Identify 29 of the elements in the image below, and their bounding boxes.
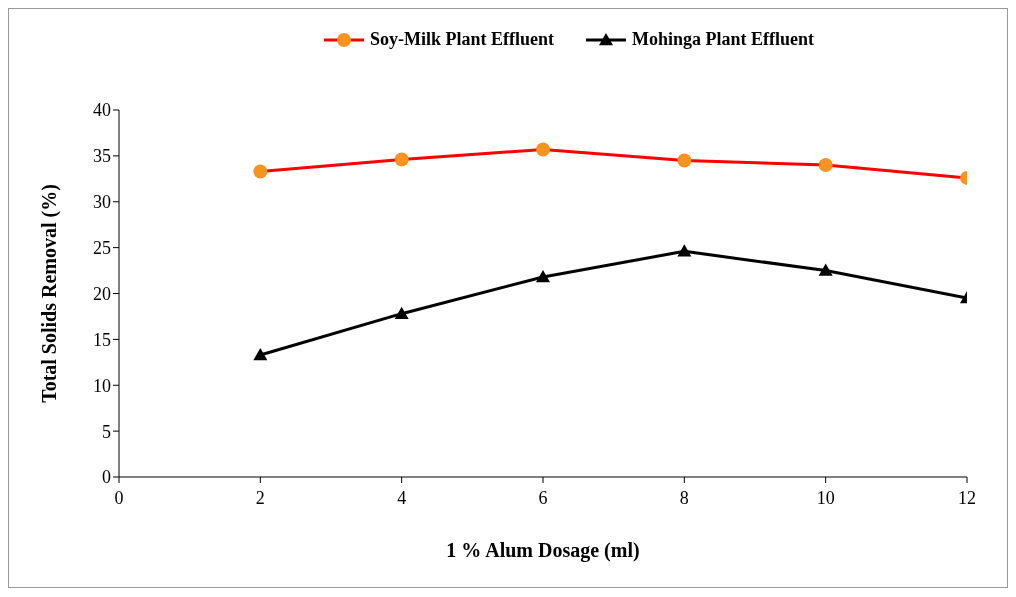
x-tick-label: 10	[816, 487, 835, 508]
legend-label: Soy-Milk Plant Effluent	[369, 29, 554, 50]
x-tick-label: 12	[958, 487, 976, 508]
point	[253, 164, 268, 179]
point	[677, 244, 692, 257]
y-tick-label: 0	[102, 467, 111, 488]
x-axis-title: 1 % Alum Dosage (ml)	[446, 539, 640, 562]
point	[394, 306, 409, 319]
y-tick-label: 20	[93, 283, 111, 304]
y-axis-title: Total Solids Removal (%)	[38, 184, 62, 403]
y-tick-label: 10	[93, 375, 111, 396]
x-tick-label: 8	[679, 487, 689, 508]
y-tick-label: 15	[93, 329, 111, 350]
y-tick-label: 40	[93, 100, 111, 121]
y-tick-label: 25	[93, 238, 111, 259]
point	[394, 152, 409, 167]
y-tick-label: 30	[93, 192, 111, 213]
y-tick-label: 35	[93, 146, 111, 167]
point	[536, 269, 550, 283]
point	[536, 142, 550, 157]
y-tick-label: 5	[102, 421, 111, 442]
x-tick-label: 2	[255, 487, 265, 508]
point	[818, 158, 833, 173]
legend-label: Mohinga Plant Effluent	[632, 29, 815, 50]
x-tick-label: 6	[538, 487, 548, 508]
point	[818, 263, 833, 276]
point	[253, 347, 268, 361]
point	[677, 153, 692, 168]
x-tick-label: 4	[397, 487, 407, 508]
